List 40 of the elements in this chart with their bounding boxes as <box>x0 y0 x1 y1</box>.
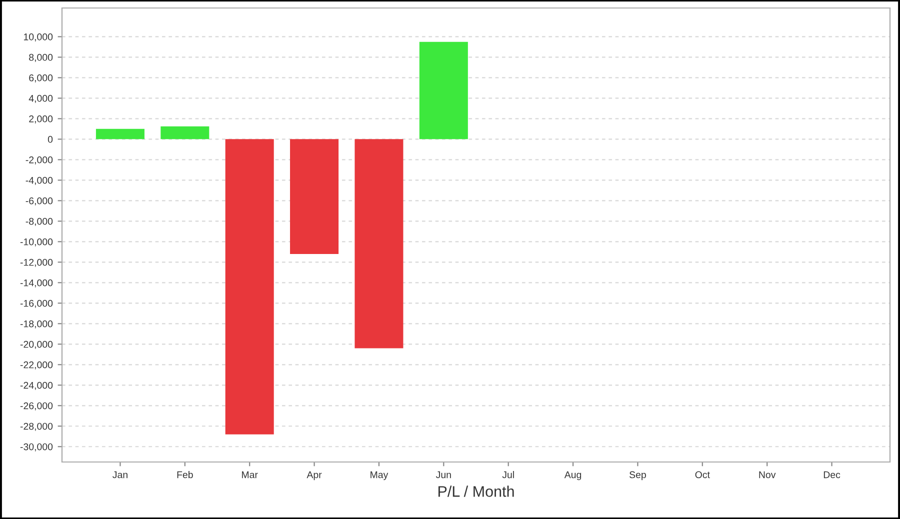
bar <box>96 128 144 140</box>
y-tick-label: -20,000 <box>20 340 53 349</box>
y-tick-label: -22,000 <box>20 361 53 370</box>
x-axis-title: P/L / Month <box>438 486 514 497</box>
y-tick-label: -4,000 <box>26 176 53 185</box>
x-tick-label: Aug <box>564 471 582 480</box>
y-tick-label: -28,000 <box>20 422 53 431</box>
y-tick-label: -24,000 <box>20 382 53 390</box>
y-tick-label: -16,000 <box>20 300 53 308</box>
y-tick-label: -2,000 <box>26 156 53 164</box>
y-tick-label: 8,000 <box>29 54 53 62</box>
x-tick-label: Dec <box>824 471 840 478</box>
y-tick-label: 10,000 <box>24 33 53 42</box>
x-tick-label: Apr <box>306 471 322 480</box>
y-tick-label: 4,000 <box>28 94 53 103</box>
y-tick-label: -8,000 <box>26 218 53 226</box>
bar <box>354 139 404 348</box>
x-tick-label: Jan <box>112 471 128 478</box>
x-tick-label: Sep <box>630 471 646 480</box>
y-tick-label: -14,000 <box>20 279 53 288</box>
bar <box>419 42 468 140</box>
y-tick-label: 2,000 <box>29 115 53 124</box>
x-tick-label: May <box>370 471 388 480</box>
y-tick-label: 6,000 <box>29 74 53 82</box>
x-tick-label: Feb <box>177 471 193 478</box>
x-tick-label: Jun <box>436 471 451 478</box>
y-tick-label: -10,000 <box>20 238 53 246</box>
y-tick-label: -12,000 <box>20 258 53 267</box>
bar <box>290 139 339 254</box>
y-tick-label: -30,000 <box>20 443 53 452</box>
bar <box>225 139 274 434</box>
bar <box>160 126 210 140</box>
x-tick-label: Nov <box>759 471 776 478</box>
y-tick-label: -26,000 <box>20 402 53 410</box>
x-tick-label: Jul <box>502 471 514 478</box>
x-tick-label: Oct <box>695 471 710 478</box>
y-tick-label: -18,000 <box>20 320 53 328</box>
y-tick-label: 0 <box>48 136 53 143</box>
y-tick-label: -6,000 <box>26 197 53 206</box>
x-tick-label: Mar <box>242 471 258 478</box>
